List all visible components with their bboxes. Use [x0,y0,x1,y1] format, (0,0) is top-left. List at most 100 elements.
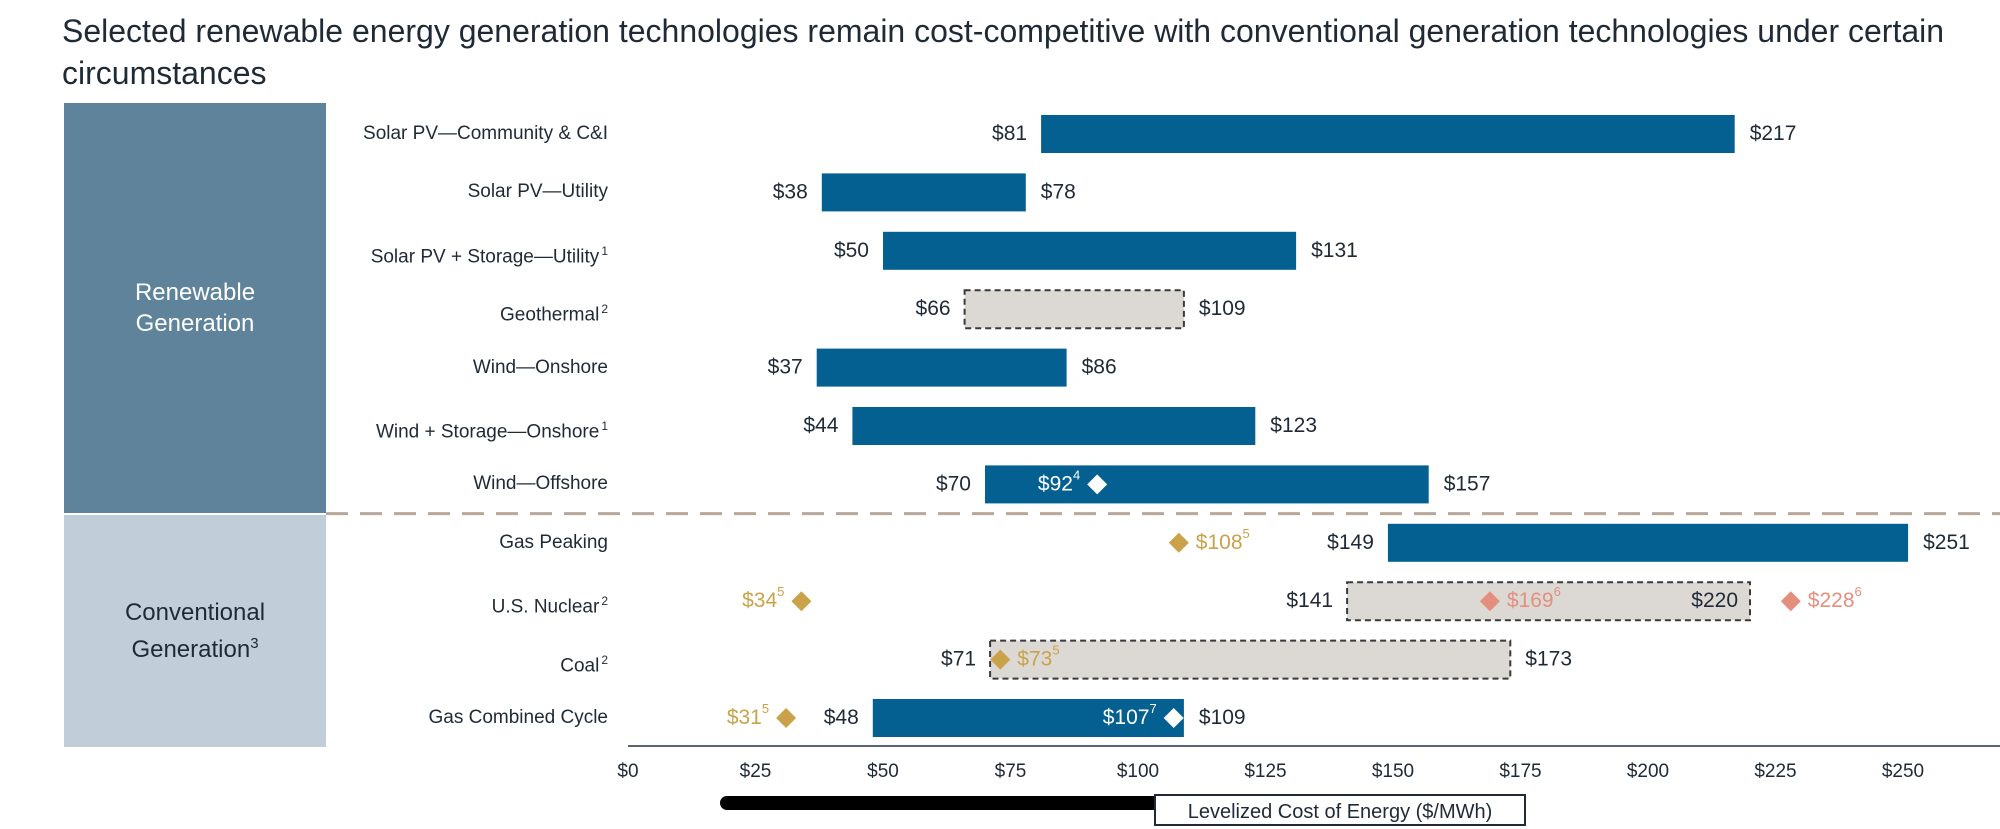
x-tick-label: $200 [1627,761,1669,782]
conventional-group-label-word: Generation [131,636,251,663]
marker-diamond [1087,474,1108,495]
marker-diamond [1163,708,1184,728]
marker-label-footnote: 4 [1073,468,1080,483]
range-high-label-value: $109 [1199,706,1246,729]
renewable-group-label-line2: Generation [135,310,255,337]
x-tick-label: $0 [617,761,638,782]
marker-label-footnote: 7 [1149,701,1156,716]
category-label: Coal 2 [560,648,608,678]
range-high-label-value: $220 [1691,589,1738,612]
marker-label: $1085 [1196,526,1250,553]
category-label: Wind—Onshore [473,356,608,380]
range-low-label: $38 [773,180,808,203]
range-low-label-value: $48 [824,706,859,729]
category-footnote: 2 [601,652,608,667]
category-label: Solar PV—Utility [468,180,608,204]
category-label: Gas Combined Cycle [428,706,608,730]
category-name: Gas Peaking [499,531,608,553]
marker-diamond [776,708,797,728]
x-tick-label: $25 [740,761,772,782]
range-bar-dashed [1346,581,1751,622]
range-low-label: $48 [824,706,859,729]
marker-diamond [1479,591,1500,612]
marker-label-value: $108 [1196,530,1243,553]
category-name: Solar PV + Storage—Utility [370,246,600,268]
marker-label: $315 [727,701,769,728]
range-low-label-value: $141 [1286,589,1333,612]
range-bar [1041,115,1735,153]
chart-title: Selected renewable energy generation tec… [62,13,1945,91]
category-label: Solar PV + Storage—Utility 1 [371,239,608,269]
category-name: Solar PV—Community & C&I [363,123,608,144]
range-bar [872,699,1184,737]
category-name: Wind + Storage—Onshore [375,421,600,443]
range-low-label-value: $81 [992,122,1027,145]
range-low-label: $70 [936,472,971,495]
range-low-label-value: $37 [768,355,803,378]
range-high-label-value: $173 [1525,647,1572,670]
category-footnote: 2 [601,302,608,317]
x-tick-label: $175 [1499,761,1541,782]
range-low-label: $66 [916,297,951,320]
x-tick-label: $225 [1754,761,1796,782]
category-footnote: 1 [601,243,608,258]
category-name: Wind—Offshore [473,473,608,495]
category-name: Solar PV—Utility [467,181,608,203]
marker-label-value: $92 [1038,472,1073,495]
category-name: Geothermal [500,304,600,326]
marker-label: $924 [1038,468,1080,495]
range-bar-dashed [963,289,1185,330]
range-low-label: $50 [834,238,869,261]
range-high-label: $251 [1923,530,1970,553]
range-low-label-value: $66 [916,297,951,320]
marker-label-value: $34 [742,589,777,612]
x-tick-label: $50 [867,761,899,782]
marker-label-value: $228 [1808,589,1855,612]
category-label: Gas Peaking [499,531,608,555]
category-name: Gas Combined Cycle [428,707,608,728]
range-high-label-value: $131 [1311,238,1358,261]
category-name: U.S. Nuclear [491,596,600,618]
range-low-label-value: $44 [803,414,838,437]
marker-label-value: $31 [727,706,762,729]
x-axis-title: Levelized Cost of Energy ($/MWh) [1154,794,1526,826]
x-tick-label: $125 [1244,761,1286,782]
horizontal-scrollbar-thumb[interactable] [720,796,1276,810]
range-high-label: $123 [1270,414,1317,437]
range-high-label: $109 [1199,297,1246,320]
marker-label-value: $73 [1017,647,1052,670]
marker-label: $345 [742,585,784,612]
x-tick-label: $100 [1117,761,1159,782]
range-low-label: $149 [1327,530,1374,553]
x-tick-label: $150 [1372,761,1414,782]
range-low-label: $141 [1286,589,1333,612]
conventional-group-footnote: 3 [250,635,259,652]
marker-label: $2286 [1808,585,1862,612]
renewable-group-label-line1: Renewable [134,279,256,306]
marker-label-footnote: 6 [1855,585,1862,600]
marker-label-value: $169 [1507,589,1554,612]
range-bar [816,348,1067,387]
category-name: Coal [560,654,600,676]
marker-diamond [1780,591,1801,612]
conventional-generation-group: Conventional Generation3 [64,515,326,747]
category-footnote: 1 [601,419,608,433]
marker-label-footnote: 5 [762,701,769,716]
range-low-label: $44 [803,414,838,437]
range-low-label-value: $149 [1327,530,1374,553]
category-footnote: 2 [601,594,608,609]
range-high-label: $131 [1311,238,1358,261]
range-high-label: $86 [1082,355,1117,378]
range-bar [883,231,1297,270]
range-bar [821,173,1026,212]
range-low-label-value: $71 [941,647,976,670]
range-high-label-value: $217 [1750,122,1797,145]
category-name: Wind—Onshore [472,356,608,378]
range-low-label-value: $50 [834,238,869,261]
marker-label: $1077 [1103,701,1157,728]
range-high-label: $220 [1691,589,1738,612]
range-low-label-value: $70 [936,472,971,495]
marker-label-footnote: 5 [777,585,784,600]
range-bar [1387,523,1909,562]
